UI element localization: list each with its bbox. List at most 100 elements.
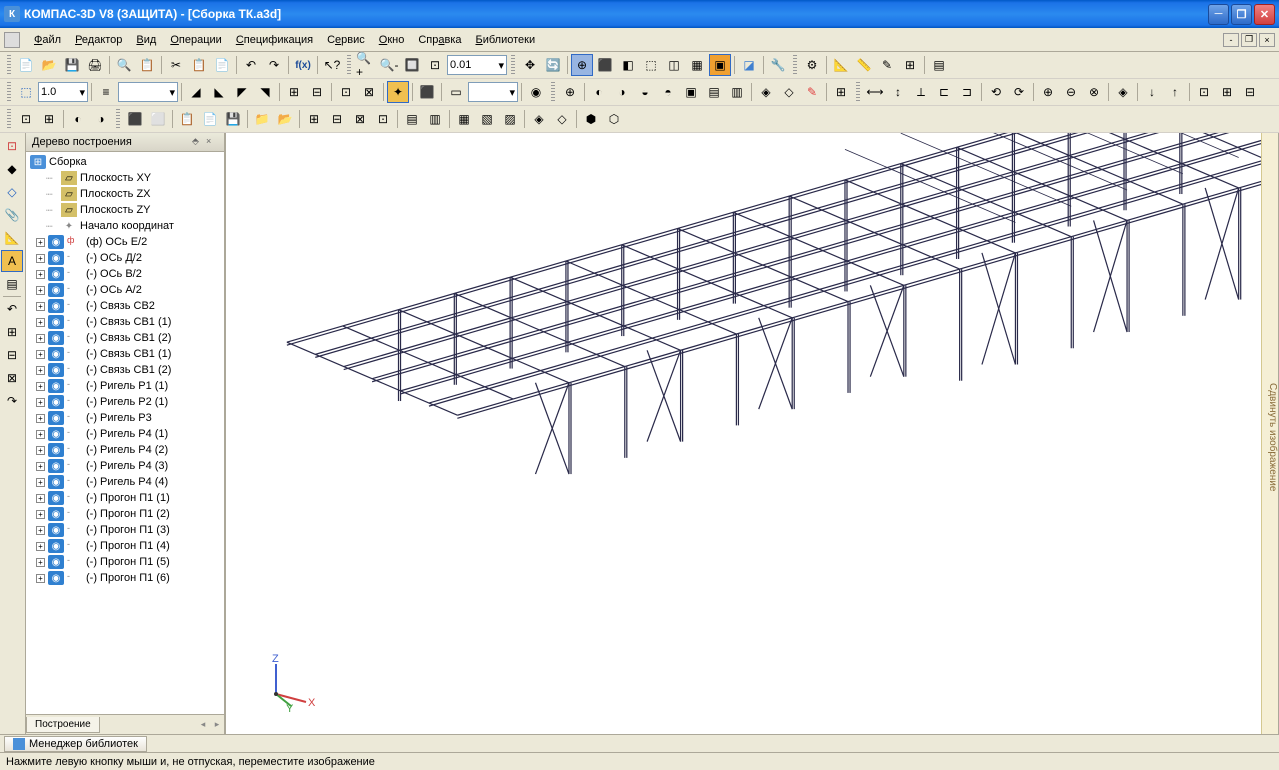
d15-button[interactable]: ⊞ xyxy=(1216,81,1238,103)
f6-button[interactable]: 📁 xyxy=(251,108,273,130)
tree-item-4[interactable]: +◉-(-) Связь СВ2 xyxy=(28,298,222,314)
m11-button[interactable]: ✎ xyxy=(801,81,823,103)
close-button[interactable]: ✕ xyxy=(1254,4,1275,25)
m2-button[interactable]: ◐ xyxy=(588,81,610,103)
tree-item-14[interactable]: +◉-(-) Ригель Р4 (3) xyxy=(28,458,222,474)
m6-button[interactable]: ▣ xyxy=(680,81,702,103)
layer-button[interactable]: ≡ xyxy=(95,81,117,103)
sk4-button[interactable]: ◥ xyxy=(254,81,276,103)
tree-root[interactable]: ⊞Сборка xyxy=(28,154,222,170)
f8-button[interactable]: ⊞ xyxy=(303,108,325,130)
d8-button[interactable]: ⊕ xyxy=(1037,81,1059,103)
d11-button[interactable]: ◈ xyxy=(1112,81,1134,103)
c2-button[interactable]: ▭ xyxy=(445,81,467,103)
grid2-button[interactable]: ⊟ xyxy=(306,81,328,103)
d7-button[interactable]: ⟳ xyxy=(1008,81,1030,103)
lt11-button[interactable]: ⊠ xyxy=(1,367,23,389)
mdi-close[interactable]: × xyxy=(1259,33,1275,47)
mdi-minimize[interactable]: - xyxy=(1223,33,1239,47)
tree-item-1[interactable]: +◉-(-) ОСь Д/2 xyxy=(28,250,222,266)
grid1-button[interactable]: ⊞ xyxy=(283,81,305,103)
tree-item-7[interactable]: +◉-(-) Связь СВ1 (1) xyxy=(28,346,222,362)
f9-button[interactable]: ⊟ xyxy=(326,108,348,130)
new-button[interactable]: 📄 xyxy=(15,54,37,76)
c2-combo[interactable]: ▾ xyxy=(468,82,518,102)
lt6-button[interactable]: A xyxy=(1,250,23,272)
m1-button[interactable]: ⊕ xyxy=(559,81,581,103)
print-button[interactable]: 🖨 xyxy=(84,54,106,76)
lt7-button[interactable]: ▤ xyxy=(1,273,23,295)
lt3-button[interactable]: ◇ xyxy=(1,181,23,203)
d9-button[interactable]: ⊖ xyxy=(1060,81,1082,103)
lt4-button[interactable]: 📎 xyxy=(1,204,23,226)
scale-combo[interactable]: 1.0▾ xyxy=(38,82,88,102)
zoom-window-button[interactable]: 🔲 xyxy=(401,54,423,76)
m4-button[interactable]: ◒ xyxy=(634,81,656,103)
mdi-restore[interactable]: ❐ xyxy=(1241,33,1257,47)
d13-button[interactable]: ↑ xyxy=(1164,81,1186,103)
m12-button[interactable]: ⊞ xyxy=(830,81,852,103)
m10-button[interactable]: ◇ xyxy=(778,81,800,103)
view1-button[interactable]: ⬛ xyxy=(594,54,616,76)
pan-button[interactable]: ✥ xyxy=(519,54,541,76)
doc-button[interactable]: 📋 xyxy=(136,54,158,76)
f17-button[interactable]: ◈ xyxy=(528,108,550,130)
d10-button[interactable]: ⊗ xyxy=(1083,81,1105,103)
paste-button[interactable]: 📄 xyxy=(211,54,233,76)
menu-view[interactable]: Вид xyxy=(130,32,162,48)
c3-button[interactable]: ◉ xyxy=(525,81,547,103)
tree-item-9[interactable]: +◉-(-) Ригель Р1 (1) xyxy=(28,378,222,394)
d6-button[interactable]: ⟲ xyxy=(985,81,1007,103)
undo-button[interactable]: ↶ xyxy=(240,54,262,76)
sk1-button[interactable]: ◢ xyxy=(185,81,207,103)
f19-button[interactable]: ⬢ xyxy=(580,108,602,130)
m5-button[interactable]: ◓ xyxy=(657,81,679,103)
f4-button[interactable]: 📄 xyxy=(199,108,221,130)
tree-item-18[interactable]: +◉-(-) Прогон П1 (3) xyxy=(28,522,222,538)
tree-item-21[interactable]: +◉-(-) Прогон П1 (6) xyxy=(28,570,222,586)
right-panel[interactable]: Сдвинуть изображение xyxy=(1261,133,1279,734)
tree-item-17[interactable]: +◉-(-) Прогон П1 (2) xyxy=(28,506,222,522)
menu-editor[interactable]: Редактор xyxy=(69,32,128,48)
zoom-combo[interactable]: 0.01▾ xyxy=(447,55,507,75)
tree-body[interactable]: ⊞Сборка┈▱Плоскость XY┈▱Плоскость ZX┈▱Пло… xyxy=(26,152,224,714)
tree-plane-1[interactable]: ┈▱Плоскость ZX xyxy=(28,186,222,202)
tree-item-13[interactable]: +◉-(-) Ригель Р4 (2) xyxy=(28,442,222,458)
d5-button[interactable]: ⊐ xyxy=(956,81,978,103)
zoom-in-button[interactable]: 🔍+ xyxy=(355,54,377,76)
m7-button[interactable]: ▤ xyxy=(703,81,725,103)
tool-b-button[interactable]: 📐 xyxy=(830,54,852,76)
help-cursor-button[interactable]: ↖? xyxy=(321,54,343,76)
f3-button[interactable]: 📋 xyxy=(176,108,198,130)
maximize-button[interactable]: ❐ xyxy=(1231,4,1252,25)
view-iso-button[interactable]: ◫ xyxy=(663,54,685,76)
tree-item-5[interactable]: +◉-(-) Связь СВ1 (1) xyxy=(28,314,222,330)
tree-close-button[interactable]: × xyxy=(206,136,218,148)
copy-button[interactable]: 📋 xyxy=(188,54,210,76)
tree-item-19[interactable]: +◉-(-) Прогон П1 (4) xyxy=(28,538,222,554)
tree-item-10[interactable]: +◉-(-) Ригель Р2 (1) xyxy=(28,394,222,410)
tree-item-6[interactable]: +◉-(-) Связь СВ1 (2) xyxy=(28,330,222,346)
tree-plane-2[interactable]: ┈▱Плоскость ZY xyxy=(28,202,222,218)
preview-button[interactable]: 🔍 xyxy=(113,54,135,76)
f13-button[interactable]: ▥ xyxy=(424,108,446,130)
tree-plane-0[interactable]: ┈▱Плоскость XY xyxy=(28,170,222,186)
tree-item-0[interactable]: +◉ф(ф) ОСь Е/2 xyxy=(28,234,222,250)
e2-button[interactable]: ⊞ xyxy=(38,108,60,130)
cut-button[interactable]: ✂ xyxy=(165,54,187,76)
f7-button[interactable]: 📂 xyxy=(274,108,296,130)
f5-button[interactable]: 💾 xyxy=(222,108,244,130)
menu-operations[interactable]: Операции xyxy=(164,32,227,48)
f20-button[interactable]: ⬡ xyxy=(603,108,625,130)
menu-service[interactable]: Сервис xyxy=(321,32,371,48)
tree-item-16[interactable]: +◉-(-) Прогон П1 (1) xyxy=(28,490,222,506)
menu-libraries[interactable]: Библиотеки xyxy=(470,32,542,48)
lt10-button[interactable]: ⊟ xyxy=(1,344,23,366)
menu-window[interactable]: Окно xyxy=(373,32,411,48)
lt5-button[interactable]: 📐 xyxy=(1,227,23,249)
e4-button[interactable]: ◑ xyxy=(90,108,112,130)
lt1-button[interactable]: ⊡ xyxy=(1,135,23,157)
lt8-button[interactable]: ↶ xyxy=(1,298,23,320)
tool-c-button[interactable]: 📏 xyxy=(853,54,875,76)
f12-button[interactable]: ▤ xyxy=(401,108,423,130)
